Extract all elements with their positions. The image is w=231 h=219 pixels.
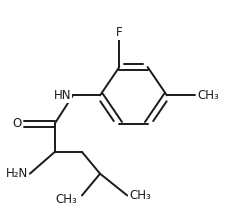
Text: CH₃: CH₃ bbox=[129, 189, 151, 202]
Text: F: F bbox=[116, 26, 123, 39]
Text: HN: HN bbox=[54, 89, 71, 102]
Text: H₂N: H₂N bbox=[6, 167, 28, 180]
Text: CH₃: CH₃ bbox=[55, 193, 77, 206]
Text: CH₃: CH₃ bbox=[197, 89, 219, 102]
Text: O: O bbox=[12, 117, 21, 130]
